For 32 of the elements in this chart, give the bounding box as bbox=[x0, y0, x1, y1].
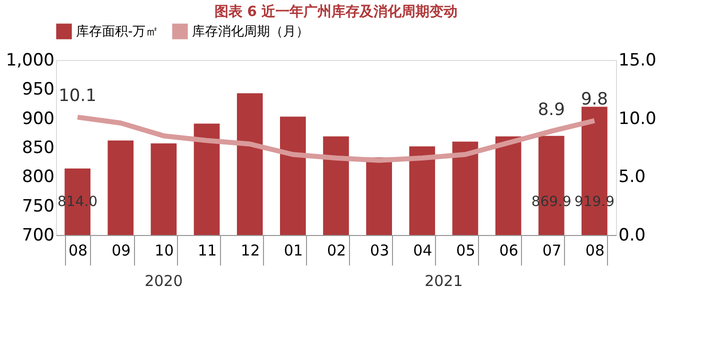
x-tick-label: 10 bbox=[154, 242, 174, 260]
x-tick-label: 08 bbox=[585, 242, 605, 260]
y-tick-label: 850 bbox=[22, 138, 54, 158]
y2-tick-label: 10.0 bbox=[618, 108, 656, 129]
x-tick-label: 09 bbox=[112, 242, 131, 260]
data-label: 9.8 bbox=[580, 90, 608, 110]
legend-label: 库存面积-万㎡ bbox=[76, 24, 159, 40]
x-tick-label: 01 bbox=[284, 242, 303, 260]
x-tick-label: 12 bbox=[240, 242, 260, 260]
x-tick-label: 11 bbox=[198, 242, 217, 260]
x-tick-label: 02 bbox=[326, 242, 346, 260]
y2-tick-label: 0.0 bbox=[618, 226, 646, 246]
text: 2020 bbox=[144, 272, 183, 290]
y-tick-label: 900 bbox=[22, 108, 54, 129]
chart-title: 图表 6 近一年广州库存及消化周期变动 bbox=[214, 3, 458, 20]
x-tick-label: 07 bbox=[542, 242, 562, 260]
y-tick-label: 1,000 bbox=[6, 50, 54, 70]
data-label: 8.9 bbox=[538, 100, 565, 120]
y-tick-label: 700 bbox=[22, 226, 54, 246]
text: 2021 bbox=[424, 272, 463, 290]
data-label: 10.1 bbox=[58, 86, 96, 106]
x-tick-label: 06 bbox=[499, 242, 518, 260]
x-tick-label: 03 bbox=[370, 242, 390, 260]
y2-tick-label: 5.0 bbox=[618, 167, 646, 188]
y-tick-label: 750 bbox=[22, 196, 54, 216]
x-tick-label: 04 bbox=[413, 242, 432, 260]
y-tick-label: 800 bbox=[22, 167, 54, 188]
y-tick-label: 950 bbox=[22, 80, 54, 100]
legend-label: 库存消化周期（月） bbox=[192, 24, 309, 40]
y2-tick-label: 15.0 bbox=[618, 50, 656, 70]
x-tick-label: 05 bbox=[456, 242, 476, 260]
x-tick-label: 08 bbox=[68, 242, 88, 260]
